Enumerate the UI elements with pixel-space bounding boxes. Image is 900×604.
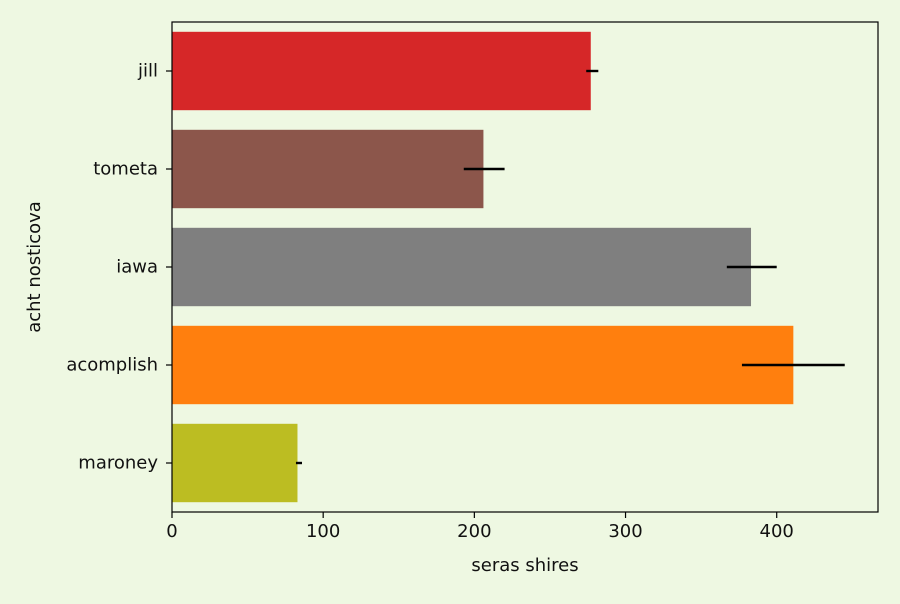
y-tick-label: jill xyxy=(137,61,158,82)
bar-jill xyxy=(172,31,591,111)
x-tick-label: 200 xyxy=(457,521,491,542)
bar-tometa xyxy=(172,129,484,209)
y-axis: jill tometa iawa acomplish maroney xyxy=(66,61,172,474)
y-axis-label: acht nosticova xyxy=(24,201,45,333)
y-tick-label: acomplish xyxy=(66,355,158,376)
y-tick-label: iawa xyxy=(116,257,158,278)
bar-acomplish xyxy=(172,325,794,405)
bar-maroney xyxy=(172,423,298,503)
x-tick-label: 300 xyxy=(608,521,642,542)
y-tick-label: tometa xyxy=(93,159,158,180)
x-tick-label: 400 xyxy=(760,521,794,542)
bars-layer xyxy=(172,31,794,503)
x-axis-label: seras shires xyxy=(471,555,578,576)
x-axis: 0 100 200 300 400 xyxy=(166,512,794,542)
bar-iawa xyxy=(172,227,752,307)
x-tick-label: 100 xyxy=(306,521,340,542)
x-tick-label: 0 xyxy=(166,521,177,542)
error-bars-layer xyxy=(295,69,845,465)
y-tick-label: maroney xyxy=(78,453,158,474)
